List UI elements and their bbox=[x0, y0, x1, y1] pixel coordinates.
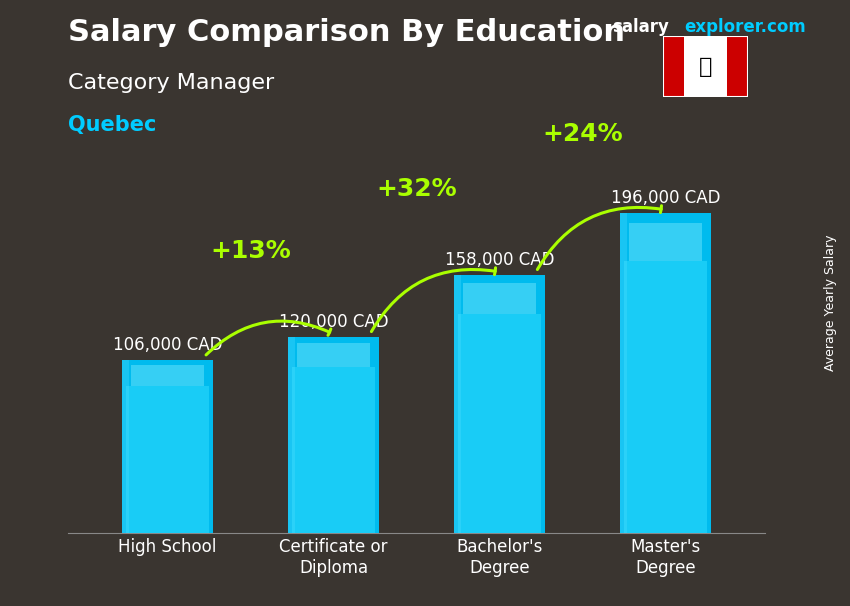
Bar bbox=[620, 213, 627, 533]
Bar bbox=[288, 338, 295, 533]
Text: Salary Comparison By Education: Salary Comparison By Education bbox=[68, 18, 625, 47]
Text: 120,000 CAD: 120,000 CAD bbox=[279, 313, 388, 331]
Text: Average Yearly Salary: Average Yearly Salary bbox=[824, 235, 837, 371]
Text: 158,000 CAD: 158,000 CAD bbox=[445, 251, 554, 268]
Bar bbox=[122, 360, 129, 533]
Bar bbox=[463, 283, 536, 314]
Bar bbox=[663, 36, 684, 97]
Text: Category Manager: Category Manager bbox=[68, 73, 275, 93]
Bar bbox=[122, 360, 213, 533]
Bar bbox=[454, 275, 462, 533]
Bar bbox=[131, 365, 204, 386]
Bar bbox=[458, 314, 541, 533]
Bar bbox=[727, 36, 748, 97]
Bar bbox=[620, 213, 711, 533]
Bar bbox=[292, 367, 375, 533]
Bar bbox=[288, 338, 379, 533]
Text: 196,000 CAD: 196,000 CAD bbox=[610, 188, 720, 207]
Bar bbox=[625, 261, 706, 533]
Text: +24%: +24% bbox=[542, 122, 623, 146]
Bar bbox=[629, 223, 702, 261]
Bar bbox=[684, 36, 727, 97]
Text: explorer.com: explorer.com bbox=[684, 18, 806, 36]
Text: salary: salary bbox=[612, 18, 669, 36]
Text: 106,000 CAD: 106,000 CAD bbox=[113, 336, 223, 353]
Text: +32%: +32% bbox=[377, 177, 456, 201]
Text: +13%: +13% bbox=[210, 239, 291, 263]
Text: Quebec: Quebec bbox=[68, 115, 156, 135]
Bar bbox=[297, 343, 370, 367]
Bar bbox=[127, 386, 208, 533]
Bar bbox=[454, 275, 545, 533]
Text: 🍁: 🍁 bbox=[699, 56, 712, 77]
